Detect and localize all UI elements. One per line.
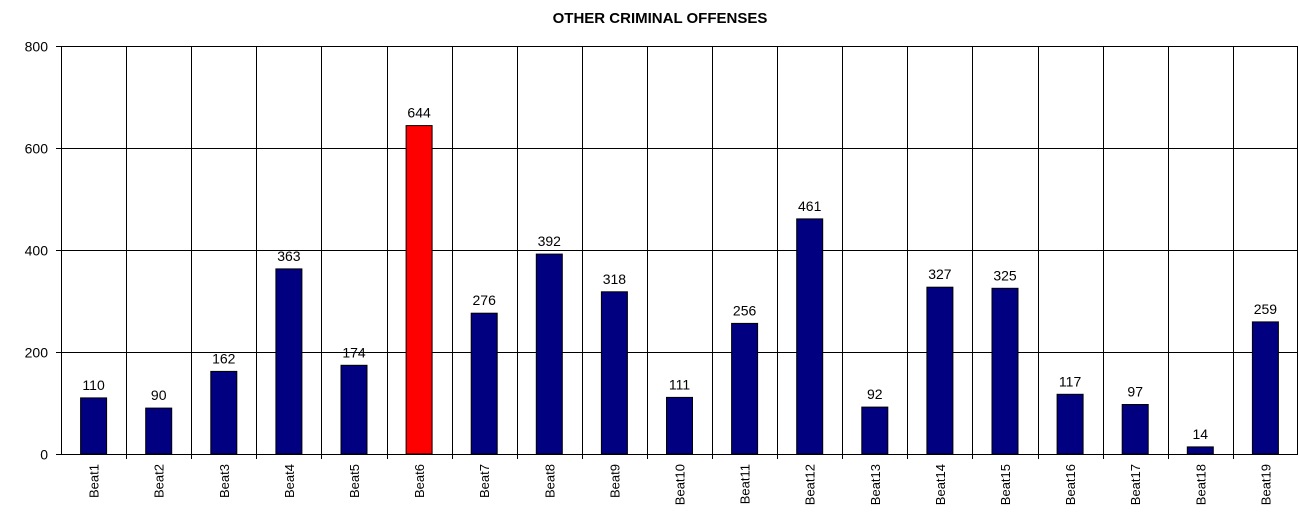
x-tick-label-beat11: Beat11	[738, 464, 753, 504]
y-tick-label-600: 600	[25, 141, 49, 157]
data-label-beat3: 162	[212, 350, 236, 366]
y-tick-label-400: 400	[25, 243, 49, 259]
bar-beat6	[405, 125, 433, 455]
x-tick-label-beat3: Beat3	[217, 464, 232, 498]
x-tick-label-beat12: Beat12	[803, 464, 818, 505]
bar-beat11	[731, 322, 759, 455]
data-label-beat1: 110	[82, 377, 105, 393]
data-label-beat11: 256	[733, 302, 757, 318]
x-tick-label-beat9: Beat9	[607, 464, 622, 498]
data-label-beat15: 325	[993, 267, 1017, 283]
x-tick-label-beat18: Beat18	[1193, 464, 1208, 505]
chart-title: OTHER CRIMINAL OFFENSES	[553, 10, 768, 27]
x-tick-label-beat17: Beat17	[1128, 464, 1143, 505]
x-tick-label-beat19: Beat19	[1258, 464, 1273, 505]
bar-beat1	[80, 397, 108, 455]
x-tick-label-beat16: Beat16	[1063, 464, 1078, 505]
bars	[80, 125, 1279, 455]
y-tick-label-800: 800	[25, 39, 49, 55]
x-tick-label-beat13: Beat13	[868, 464, 883, 505]
x-axis-ticks: Beat1 Beat2 Beat3 Beat4 Beat5 Beat6 Beat7 Beat8…	[87, 464, 1274, 505]
bar-beat15	[991, 287, 1019, 455]
data-label-beat6: 644	[407, 105, 431, 121]
bar-beat9	[600, 291, 628, 455]
bar-beat2	[145, 407, 173, 455]
y-axis-ticks: 0 200 400 600 800	[25, 39, 61, 463]
bar-beat14	[926, 286, 954, 455]
bar-beat16	[1056, 393, 1084, 455]
bar-beat4	[275, 268, 303, 455]
x-tick-label-beat7: Beat7	[477, 464, 492, 498]
bar-beat19	[1251, 321, 1279, 455]
bar-beat10	[666, 396, 693, 455]
data-label-beat10: 111	[669, 376, 690, 392]
bar-beat12	[796, 218, 824, 455]
bar-beat17	[1121, 404, 1149, 455]
x-tick-label-beat15: Beat15	[998, 464, 1013, 505]
x-tick-label-beat6: Beat6	[412, 464, 427, 498]
data-label-beat13: 92	[867, 386, 883, 402]
data-label-beat14: 327	[928, 266, 952, 282]
data-label-beat9: 318	[603, 271, 627, 287]
data-labels: 110 90 162 363 174 644 276 392 318 111 256 461 92 327…	[82, 105, 1277, 442]
data-label-beat17: 97	[1127, 384, 1143, 400]
x-tick-label-beat5: Beat5	[347, 464, 362, 498]
y-tick-label-200: 200	[25, 345, 49, 361]
data-label-beat16: 117	[1059, 373, 1082, 389]
bar-beat7	[470, 312, 498, 455]
x-tick-label-beat1: Beat1	[87, 464, 102, 498]
data-label-beat7: 276	[473, 292, 497, 308]
bar-beat8	[535, 253, 563, 455]
x-tick-label-beat10: Beat10	[673, 464, 688, 505]
data-label-beat2: 90	[151, 387, 167, 403]
plot-area-frame	[61, 46, 1298, 455]
x-tick-label-beat8: Beat8	[542, 464, 557, 498]
data-label-beat19: 259	[1254, 301, 1278, 317]
bar-beat5	[340, 364, 368, 455]
y-tick-label-0: 0	[40, 447, 48, 463]
data-label-beat8: 392	[538, 233, 562, 249]
x-tick-label-beat2: Beat2	[152, 464, 167, 498]
data-label-beat12: 461	[798, 198, 822, 214]
x-tick-label-beat14: Beat14	[933, 464, 948, 505]
data-label-beat4: 363	[277, 248, 301, 264]
data-label-beat18: 14	[1193, 426, 1209, 442]
bar-beat18	[1186, 446, 1214, 455]
bar-beat3	[210, 370, 238, 455]
bar-beat13	[861, 406, 889, 455]
data-label-beat5: 174	[342, 344, 366, 360]
x-tick-label-beat4: Beat4	[282, 464, 297, 498]
